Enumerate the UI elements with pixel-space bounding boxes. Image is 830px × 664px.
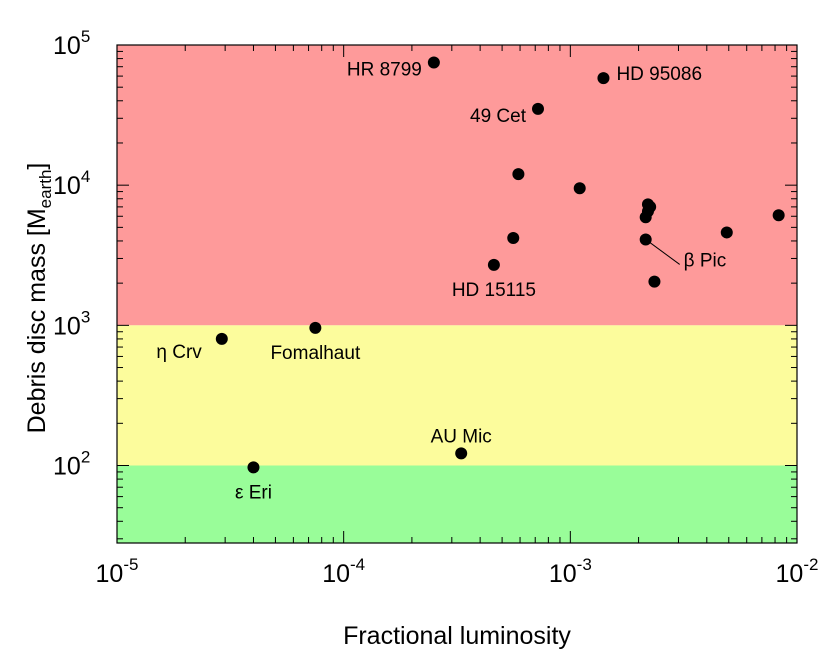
data-points (215, 56, 785, 474)
data-point (597, 72, 610, 85)
point-label: η Crv (156, 342, 202, 363)
data-point (648, 275, 661, 288)
data-point (247, 461, 260, 474)
data-point (309, 321, 322, 334)
x-tick-label: 10-3 (549, 555, 592, 588)
y-axis-label-main: Debris disc mass [M (23, 208, 51, 433)
data-point (772, 209, 785, 222)
data-point (507, 231, 520, 244)
x-axis-label: Fractional luminosity (343, 622, 571, 650)
y-tick-label: 105 (53, 27, 90, 60)
data-point (512, 168, 525, 181)
axis-ticks (116, 44, 798, 543)
y-tick-label: 103 (53, 307, 90, 340)
data-point (639, 233, 652, 246)
mass-band-0 (117, 45, 797, 326)
x-tick-label: 10-2 (776, 555, 819, 588)
data-point (427, 56, 440, 69)
point-labels: HR 8799 HD 95086 49 Cet β Pic HD 15115 Fomalh… (156, 60, 726, 504)
x-tick-labels: 10-5 10-4 10-3 10-2 (96, 555, 819, 588)
point-label: ε Eri (235, 482, 272, 503)
data-point (720, 226, 733, 239)
point-label: β Pic (684, 250, 727, 271)
point-label: HD 15115 (452, 280, 536, 301)
y-axis-label-end: ] (23, 163, 51, 170)
data-point (455, 447, 468, 460)
label-leader-line (645, 239, 680, 265)
data-point (573, 182, 586, 195)
point-label: HR 8799 (347, 60, 422, 81)
y-axis-label-sub: earth (36, 170, 55, 209)
y-tick-label: 102 (53, 448, 90, 481)
plot-frame (116, 44, 798, 544)
data-point (531, 102, 544, 115)
data-point (487, 258, 500, 271)
x-tick-label: 10-5 (96, 555, 139, 588)
data-point (639, 211, 652, 224)
y-tick-label: 104 (53, 167, 90, 200)
y-tick-labels: 102 103 104 105 (53, 27, 90, 481)
mass-bands (117, 45, 797, 543)
x-tick-label: 10-4 (322, 555, 365, 588)
mass-band-1 (117, 325, 797, 466)
point-label: 49 Cet (470, 106, 527, 127)
point-label: AU Mic (431, 426, 492, 447)
point-label: HD 95086 (616, 64, 702, 85)
y-axis-label: Debris disc mass [Mearth] (23, 163, 55, 434)
mass-band-2 (117, 465, 797, 543)
label-leaders (645, 239, 680, 265)
point-label: Fomalhaut (270, 343, 360, 364)
data-point (215, 332, 228, 345)
